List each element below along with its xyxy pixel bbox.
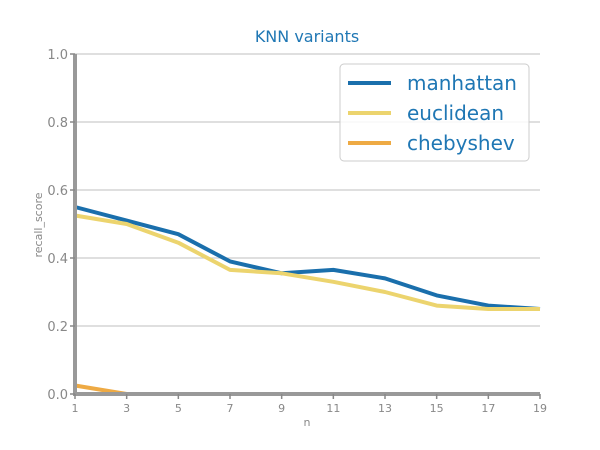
x-tick-label: 17 [481,402,495,415]
y-tick-label: 0.8 [47,116,68,131]
x-axis-label: n [304,416,311,429]
x-tick-label: 3 [123,402,130,415]
x-tick-label: 7 [227,402,234,415]
y-tick-label: 0.4 [47,252,68,267]
x-tick-label: 1 [72,402,79,415]
legend-label-euclidean: euclidean [407,101,504,125]
x-tick-label: 19 [533,402,547,415]
x-tick-label: 15 [430,402,444,415]
x-tick-label: 11 [326,402,340,415]
legend-label-manhattan: manhattan [407,71,517,95]
legend-box [339,63,530,162]
series-line-euclidean [74,213,540,311]
y-tick-labels: 0.0 0.2 0.4 0.6 0.8 1.0 [47,48,75,403]
series-line-manhattan [74,205,541,311]
legend: manhattan euclidean chebyshev [339,63,530,162]
y-axis-label: recall_score [32,192,45,257]
x-tick-label: 9 [278,402,285,415]
chart-title: KNN variants [255,27,359,46]
x-tick-label: 5 [175,402,182,415]
axes [73,54,540,396]
series-layer [74,205,541,396]
y-tick-label: 0.0 [47,388,68,403]
x-tick-label: 13 [378,402,392,415]
x-tick-labels: 1 3 5 7 9 11 13 15 17 19 [72,394,547,415]
y-tick-label: 1.0 [47,48,68,63]
y-tick-label: 0.6 [47,184,68,199]
y-tick-label: 0.2 [47,320,68,335]
legend-label-chebyshev: chebyshev [407,131,515,155]
